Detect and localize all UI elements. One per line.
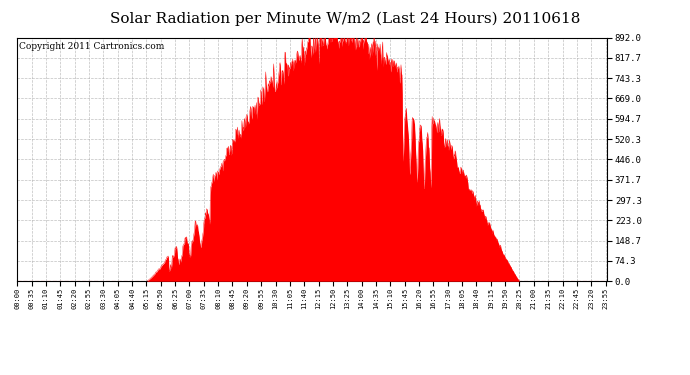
Text: Copyright 2011 Cartronics.com: Copyright 2011 Cartronics.com xyxy=(19,42,164,51)
Text: Solar Radiation per Minute W/m2 (Last 24 Hours) 20110618: Solar Radiation per Minute W/m2 (Last 24… xyxy=(110,11,580,26)
